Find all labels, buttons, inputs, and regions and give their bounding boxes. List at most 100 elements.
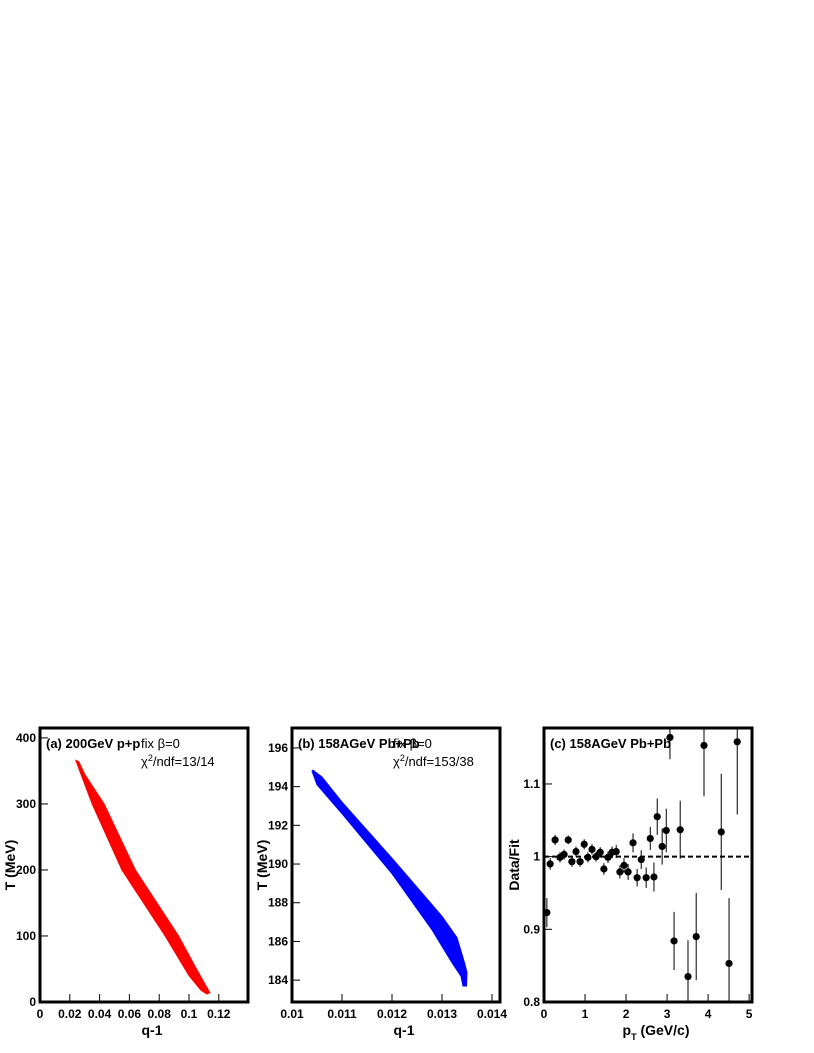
data-point <box>604 853 612 861</box>
x-tick-label: 0.02 <box>58 1007 82 1021</box>
data-point <box>700 741 708 750</box>
data-point <box>600 865 608 873</box>
x-axis-label: q-1 <box>142 1022 163 1038</box>
data-point <box>629 839 637 847</box>
plot-area <box>544 728 752 1002</box>
annotation-part: /ndf=153/38 <box>405 754 474 769</box>
panel-title: (b) 158AGeV Pb+Pb <box>298 736 420 751</box>
y-axis-label: T (MeV) <box>2 840 18 891</box>
x-tick-label: 0 <box>541 1007 548 1021</box>
data-point <box>725 959 733 968</box>
x-tick-label: 0.013 <box>427 1007 457 1021</box>
data-point <box>666 733 674 742</box>
data-point <box>572 847 580 856</box>
data-point <box>733 738 741 746</box>
data-point <box>633 874 641 882</box>
data-point <box>546 860 554 868</box>
y-tick-label: 300 <box>16 797 36 811</box>
frame <box>290 726 502 1004</box>
data-point <box>620 861 628 869</box>
x-tick-label: 4 <box>705 1007 712 1021</box>
x-axis-label-part: q-1 <box>394 1022 415 1038</box>
data-point <box>560 850 568 859</box>
data-point <box>544 909 551 917</box>
y-tick-label: 1 <box>533 850 540 864</box>
data-point <box>646 834 654 843</box>
x-axis-label-part: T <box>631 1032 637 1042</box>
y-axis-label: Data/Fit <box>506 839 522 891</box>
x-tick-label: 0 <box>37 1007 44 1021</box>
contour-band <box>74 759 211 995</box>
y-tick-label: 0.9 <box>523 922 540 936</box>
data-point <box>658 842 666 851</box>
annotation-part: χ <box>393 754 400 769</box>
data-point <box>637 855 645 864</box>
plot-area <box>311 769 468 987</box>
data-point <box>684 972 692 981</box>
x-tick-label: 0.04 <box>88 1007 112 1021</box>
x-axis-label: pT (GeV/c) <box>623 1022 690 1042</box>
x-axis-label: q-1 <box>394 1022 415 1038</box>
data-point <box>568 858 576 866</box>
x-tick-label: 0.1 <box>181 1007 198 1021</box>
data-point <box>653 813 661 821</box>
annotation-part: fix β=0 <box>141 736 180 751</box>
data-point <box>616 868 624 876</box>
annotation: fix β=0 <box>141 736 180 751</box>
data-point <box>564 836 572 844</box>
y-axis-label: T (MeV) <box>254 840 270 891</box>
data-point <box>624 868 632 876</box>
x-axis-label-part: (GeV/c) <box>637 1022 690 1038</box>
annotation-part: 2 <box>400 753 405 763</box>
data-point <box>596 848 604 856</box>
contour-band <box>311 769 468 987</box>
data-point <box>588 845 596 853</box>
data-point <box>676 826 684 834</box>
y-tick-label: 1.1 <box>523 777 540 791</box>
x-tick-label: 0.014 <box>477 1007 507 1021</box>
y-tick-label: 194 <box>268 780 288 794</box>
panel-title: (a) 200GeV p+p <box>46 736 140 751</box>
data-point <box>692 932 700 941</box>
data-point <box>612 847 620 856</box>
data-point <box>662 826 670 835</box>
data-point <box>584 853 592 861</box>
x-axis-label-part: q-1 <box>142 1022 163 1038</box>
x-axis-label-part: p <box>623 1022 632 1038</box>
x-tick-label: 0.08 <box>148 1007 172 1021</box>
annotation: χ2/ndf=153/38 <box>393 753 474 769</box>
y-tick-label: 196 <box>268 741 288 755</box>
data-point <box>551 836 559 844</box>
x-tick-label: 0.012 <box>377 1007 407 1021</box>
annotation-part: 2 <box>148 753 153 763</box>
data-point <box>717 828 725 836</box>
data-point <box>670 937 678 945</box>
frame <box>38 726 250 1004</box>
annotation-part: /ndf=13/14 <box>153 754 215 769</box>
y-tick-label: 400 <box>16 731 36 745</box>
frame <box>542 726 754 1004</box>
y-tick-label: 192 <box>268 818 288 832</box>
plot-area <box>74 759 211 995</box>
panel-title: (c) 158AGeV Pb+Pb <box>550 736 671 751</box>
y-tick-label: 100 <box>16 929 36 943</box>
data-point <box>642 874 650 882</box>
x-tick-label: 3 <box>664 1007 671 1021</box>
y-tick-label: 184 <box>268 973 288 987</box>
y-tick-label: 186 <box>268 934 288 948</box>
annotation: χ2/ndf=13/14 <box>141 753 215 769</box>
x-tick-label: 2 <box>623 1007 630 1021</box>
y-tick-label: 188 <box>268 896 288 910</box>
annotation: fix β=0 <box>393 736 432 751</box>
annotation-part: fix β=0 <box>393 736 432 751</box>
y-tick-label: 200 <box>16 863 36 877</box>
x-tick-label: 0.011 <box>327 1007 357 1021</box>
annotation-part: χ <box>141 754 148 769</box>
y-tick-label: 190 <box>268 857 288 871</box>
data-point <box>580 840 588 848</box>
y-tick-label: 0 <box>29 995 36 1009</box>
data-point <box>576 858 584 866</box>
x-tick-label: 0.12 <box>207 1007 231 1021</box>
x-tick-label: 1 <box>582 1007 589 1021</box>
